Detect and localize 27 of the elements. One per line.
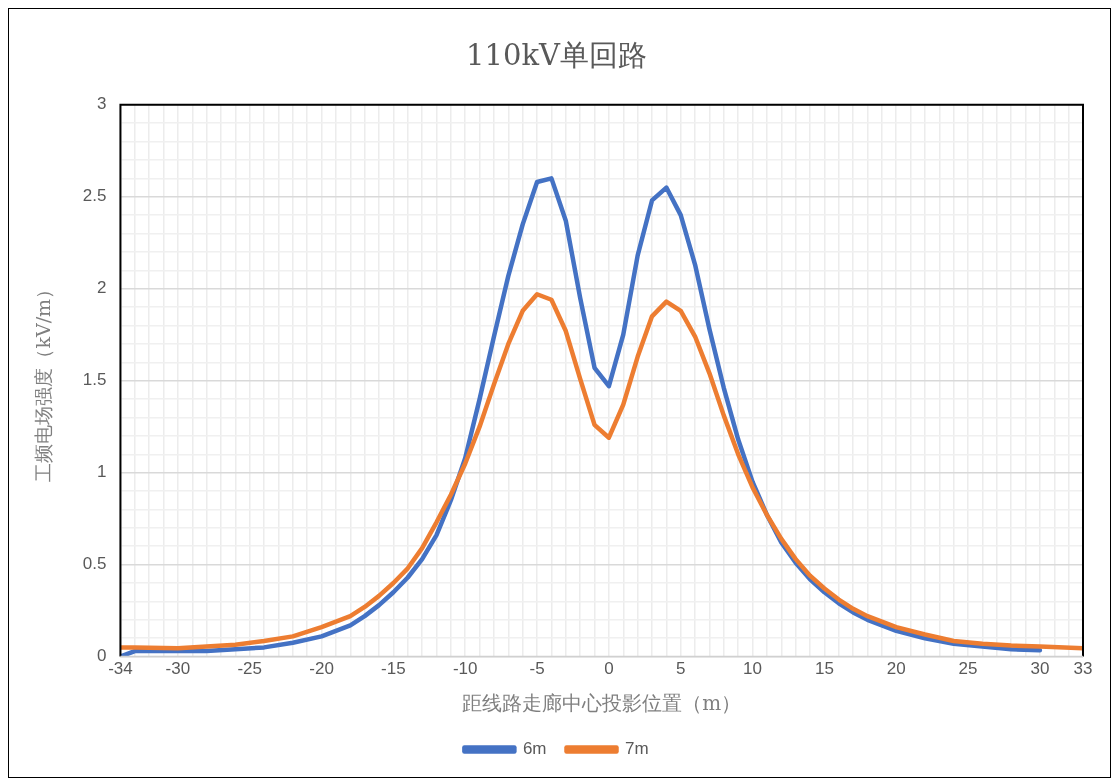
x-tick-label: -15	[381, 659, 406, 679]
x-tick-label: 25	[958, 659, 978, 679]
legend-label: 7m	[625, 739, 649, 759]
y-tick-label: 1	[96, 462, 107, 482]
x-tick-label: 10	[743, 659, 763, 679]
x-tick-label: -30	[165, 659, 191, 679]
x-tick-label: 0	[604, 659, 614, 679]
x-tick-label: -10	[452, 659, 478, 679]
y-tick-label: 3	[96, 94, 107, 114]
x-tick-label: 20	[886, 659, 906, 679]
x-tick-label: -5	[529, 659, 545, 679]
y-axis-title: 工频电场强度（kV/m）	[32, 279, 55, 482]
y-tick-label: 2	[96, 278, 107, 298]
x-tick-label: 33	[1073, 659, 1093, 679]
x-tick-label: 15	[814, 659, 834, 679]
x-tick-label: -34	[108, 659, 133, 679]
legend-label: 6m	[522, 739, 547, 759]
chart-title: 110kV单回路	[466, 37, 647, 72]
y-tick-label: 0	[96, 646, 107, 666]
x-tick-label: 5	[676, 659, 686, 679]
y-tick-label: 1.5	[82, 370, 107, 390]
x-axis-title: 距线路走廊中心投影位置（m）	[462, 691, 742, 716]
y-tick-label: 2.5	[82, 186, 107, 206]
x-tick-label: -25	[237, 659, 263, 679]
x-tick-label: -20	[309, 659, 334, 679]
y-tick-label: 0.5	[82, 554, 107, 574]
x-tick-label: 30	[1030, 659, 1050, 679]
